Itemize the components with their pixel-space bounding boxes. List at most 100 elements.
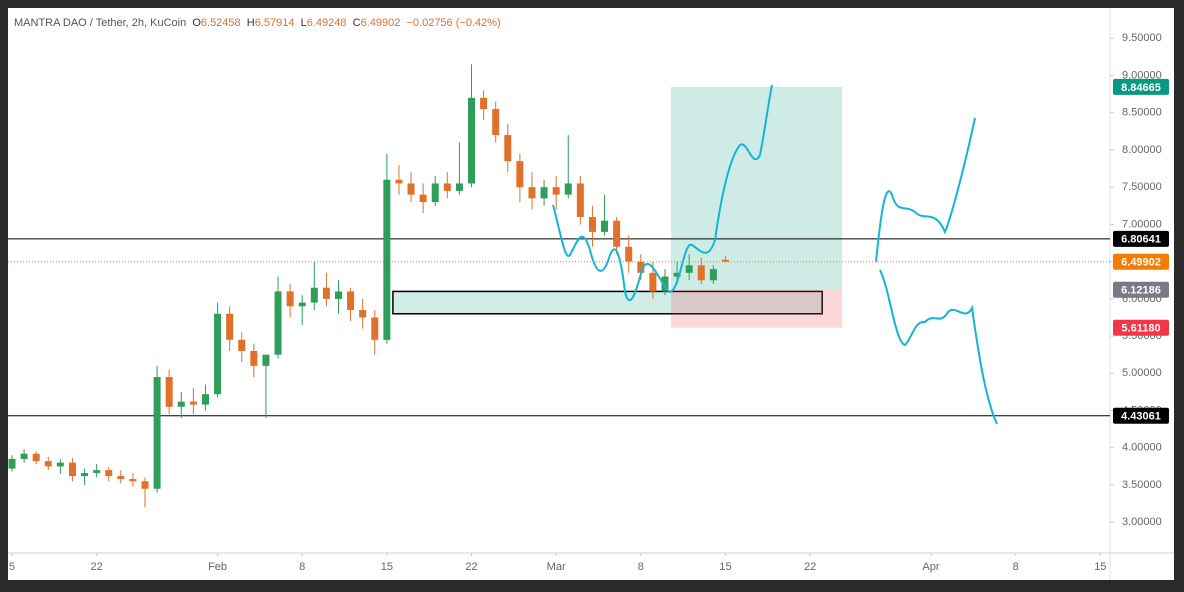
candle-body <box>298 302 306 307</box>
candle-body <box>165 377 173 407</box>
projection-curve <box>552 84 773 302</box>
symbol-title: MANTRA DAO / Tether, 2h, KuCoin <box>14 17 187 29</box>
x-tick-label: 22 <box>465 561 477 573</box>
candle-body <box>697 265 705 281</box>
legend-key: C <box>352 17 361 29</box>
candle-body <box>419 194 427 203</box>
axes: 3.000003.500004.000004.500005.000005.500… <box>9 32 1169 573</box>
x-tick-label: Mar <box>547 561 566 573</box>
legend-value: 6.49902 <box>360 17 401 29</box>
candle-body <box>347 291 355 311</box>
candle-body <box>383 179 391 340</box>
candle-body <box>613 220 621 247</box>
candle-body <box>93 470 101 474</box>
candle-body <box>709 269 717 281</box>
price-tag <box>1113 281 1169 298</box>
candle-body <box>625 246 633 262</box>
candle-body <box>371 317 379 340</box>
candle-body <box>250 350 258 366</box>
candle-body <box>528 187 536 199</box>
y-tick-label: 9.00000 <box>1122 69 1162 81</box>
x-tick-label: 8 <box>638 561 644 573</box>
candle-body <box>189 401 197 405</box>
x-tick-label: 22 <box>804 561 816 573</box>
candle-body <box>129 479 137 482</box>
candle-body <box>238 339 246 351</box>
candle-body <box>504 135 512 162</box>
candle-body <box>552 187 560 195</box>
candle-body <box>395 179 403 184</box>
price-tag-label: 4.43061 <box>1121 411 1161 423</box>
price-tag-label: 6.80641 <box>1121 234 1161 246</box>
candle-body <box>56 462 64 467</box>
legend-key: H <box>246 17 255 29</box>
candle-body <box>637 261 645 273</box>
price-tag <box>1113 230 1169 247</box>
candle-body <box>685 265 693 273</box>
candle-body <box>153 377 161 489</box>
price-tag-label: 5.61180 <box>1121 323 1160 335</box>
legend-key: O <box>192 17 201 29</box>
candle-body <box>177 401 185 407</box>
drawings <box>552 84 998 425</box>
legend-value: 6.52458 <box>200 17 241 29</box>
y-tick-label: 3.50000 <box>1122 479 1162 491</box>
candle-body <box>516 161 524 188</box>
y-tick-label: 4.00000 <box>1122 442 1162 454</box>
symbol-header: MANTRA DAO / Tether, 2h, KuCoin O6.52458… <box>14 17 501 29</box>
candle-body <box>480 97 488 110</box>
candle-body <box>141 481 149 489</box>
chart-background <box>8 8 1174 580</box>
price-tag <box>1113 253 1169 270</box>
position-profit <box>671 86 843 290</box>
candle-body <box>661 276 669 292</box>
x-tick-label: 8 <box>1013 561 1019 573</box>
ohlc-legend: O6.52458 H6.57914 L6.49248 C6.49902 <box>192 17 406 29</box>
candle-body <box>431 183 439 203</box>
zone-box <box>392 290 823 315</box>
candle-body <box>20 453 28 459</box>
y-tick-label: 8.50000 <box>1122 107 1162 119</box>
position-loss <box>671 289 843 328</box>
candle-body <box>201 394 209 405</box>
y-tick-label: 7.00000 <box>1122 218 1162 230</box>
candle-body <box>286 291 294 307</box>
x-tick-label: Apr <box>922 561 939 573</box>
candle-body <box>721 259 729 262</box>
price-tag <box>1113 407 1169 424</box>
y-tick-label: 7.50000 <box>1122 181 1162 193</box>
price-tag <box>1113 78 1169 95</box>
change: −0.02756 (−0.42%) <box>406 17 501 29</box>
candle-body <box>322 287 330 299</box>
x-tick-label: 5 <box>9 561 15 573</box>
candle-body <box>540 187 548 199</box>
x-tick-label: 15 <box>381 561 393 573</box>
candle-body <box>105 470 113 477</box>
candle-body <box>262 354 270 366</box>
projection-curve <box>879 269 998 425</box>
x-tick-label: 22 <box>91 561 103 573</box>
candle-body <box>117 476 125 480</box>
candle-body <box>359 310 367 318</box>
candle-body <box>214 313 222 395</box>
candle-body <box>492 109 500 136</box>
x-tick-label: Feb <box>208 561 227 573</box>
candle-body <box>673 272 681 277</box>
candle-body <box>334 291 342 299</box>
candle-body <box>407 183 415 195</box>
x-tick-label: 8 <box>299 561 305 573</box>
candle-body <box>455 183 463 191</box>
candle-body <box>576 183 584 217</box>
price-tag <box>1113 319 1169 336</box>
candle-body <box>443 183 451 191</box>
candle-body <box>274 291 282 355</box>
y-tick-label: 5.00000 <box>1122 367 1162 379</box>
candle-body <box>81 473 89 477</box>
legend-value: 6.49248 <box>306 17 347 29</box>
candle-body <box>468 97 476 184</box>
candle-body <box>564 183 572 195</box>
y-tick-label: 3.00000 <box>1122 516 1162 528</box>
candles <box>8 64 729 508</box>
